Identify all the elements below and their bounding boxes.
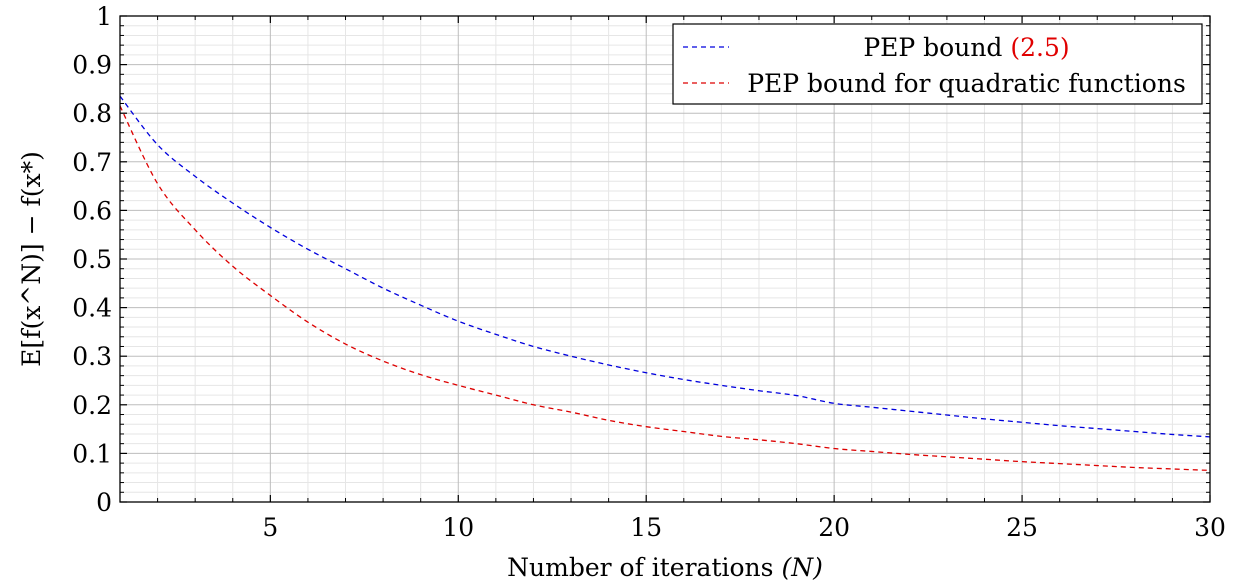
- y-axis-label: E[f(x^N)] − f(x*): [17, 151, 46, 367]
- x-tick-labels: 5 10 15 20 25 30: [262, 513, 1226, 542]
- legend-box: [672, 23, 1203, 105]
- x-tick-label: 25: [1006, 513, 1038, 542]
- legend-entry-pep-bound: PEP bound (2.5): [863, 33, 1069, 62]
- x-tick-label: 10: [442, 513, 474, 542]
- x-tick-label: 20: [818, 513, 850, 542]
- y-tick-label: 0.6: [72, 196, 112, 225]
- y-tick-label: 1: [96, 2, 112, 31]
- y-tick-label: 0.4: [72, 294, 112, 323]
- y-tick-label: 0.9: [72, 51, 112, 80]
- y-tick-label: 0.2: [72, 391, 112, 420]
- legend: PEP bound (2.5) PEP bound for quadratic …: [672, 23, 1203, 105]
- y-tick-label: 0.8: [72, 99, 112, 128]
- x-axis-label: Number of iterations (N): [507, 553, 823, 582]
- y-tick-label: 0: [96, 488, 112, 517]
- x-tick-label: 5: [262, 513, 278, 542]
- x-tick-label: 15: [630, 513, 662, 542]
- y-tick-labels: 0 0.1 0.2 0.3 0.4 0.5 0.6 0.7 0.8 0.9 1: [72, 2, 112, 517]
- y-tick-label: 0.7: [72, 148, 112, 177]
- y-tick-label: 0.3: [72, 342, 112, 371]
- x-tick-label: 30: [1194, 513, 1226, 542]
- legend-entry-quadratic: PEP bound for quadratic functions: [747, 69, 1186, 98]
- equation-ref-link[interactable]: (2.5): [1010, 33, 1069, 62]
- tick-marks: [120, 15, 1211, 503]
- series-layer: [119, 95, 1211, 472]
- series-line-0: [119, 95, 1211, 438]
- y-tick-label: 0.5: [72, 245, 112, 274]
- y-tick-label: 0.1: [72, 439, 112, 468]
- series-line-1: [119, 105, 1211, 472]
